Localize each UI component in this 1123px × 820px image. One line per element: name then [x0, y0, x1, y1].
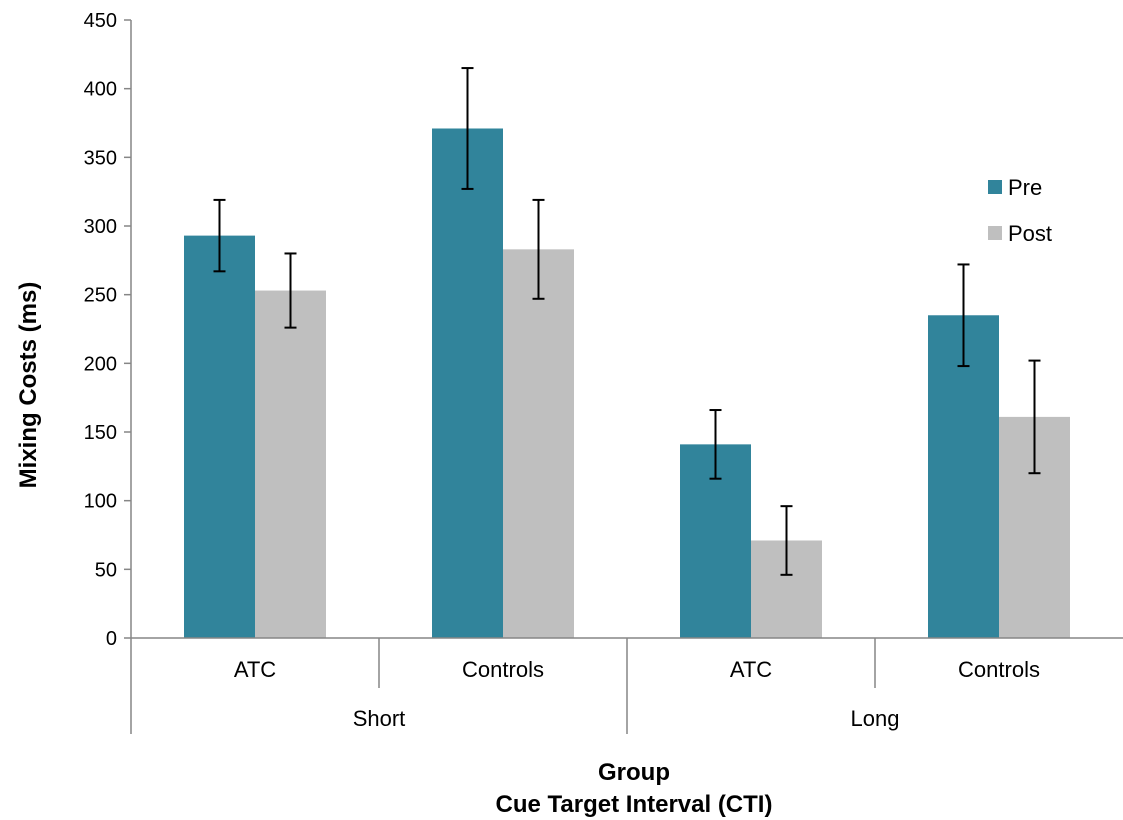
category-label: Controls — [958, 657, 1040, 682]
bar-post-1 — [503, 249, 574, 638]
legend-swatch — [988, 180, 1002, 194]
error-bar-pre-0 — [213, 198, 226, 273]
error-bar-post-1 — [532, 198, 545, 300]
error-bar-pre-3 — [957, 263, 970, 368]
y-tick-label: 300 — [84, 216, 117, 238]
x-axis-title-line-2: Cue Target Interval (CTI) — [496, 791, 773, 818]
y-tick-labels: 0 50 100 150 200 250 300 350 400 450 — [84, 10, 117, 650]
error-bar-post-2 — [780, 505, 793, 576]
group-label: Long — [851, 706, 900, 731]
error-bar-pre-1 — [461, 67, 474, 190]
y-tick-label: 0 — [106, 628, 117, 650]
legend-label: Post — [1008, 221, 1052, 246]
legend-label: Pre — [1008, 175, 1042, 200]
bar-pre-3 — [928, 315, 999, 638]
axes-layer — [124, 19, 1123, 734]
y-tick-label: 250 — [84, 285, 117, 307]
y-axis-title: Mixing Costs (ms) — [15, 282, 42, 489]
category-labels: Short Long ATC Controls ATC Controls — [234, 657, 1040, 731]
error-bar-post-3 — [1028, 359, 1041, 475]
legend: Pre Post — [988, 175, 1052, 246]
y-tick-label: 400 — [84, 79, 117, 101]
y-tick-label: 100 — [84, 491, 117, 513]
bar-pre-0 — [184, 235, 255, 638]
y-tick-label: 450 — [84, 10, 117, 32]
y-tick-label: 350 — [84, 147, 117, 169]
category-label: Controls — [462, 657, 544, 682]
group-label: Short — [353, 706, 406, 731]
error-bar-post-0 — [284, 252, 297, 329]
bar-pre-1 — [432, 128, 503, 638]
error-bars-layer — [213, 67, 1041, 576]
legend-item-post: Post — [988, 221, 1052, 246]
category-label: ATC — [234, 657, 276, 682]
legend-item-pre: Pre — [988, 175, 1042, 200]
y-tick-label: 150 — [84, 422, 117, 444]
bars-layer — [184, 128, 1070, 638]
legend-swatch — [988, 226, 1002, 240]
y-tick-label: 50 — [95, 559, 117, 581]
category-label: ATC — [730, 657, 772, 682]
error-bar-pre-2 — [709, 409, 722, 480]
bar-post-0 — [255, 290, 326, 638]
y-tick-label: 200 — [84, 353, 117, 375]
x-axis-title-line-1: Group — [598, 759, 670, 786]
